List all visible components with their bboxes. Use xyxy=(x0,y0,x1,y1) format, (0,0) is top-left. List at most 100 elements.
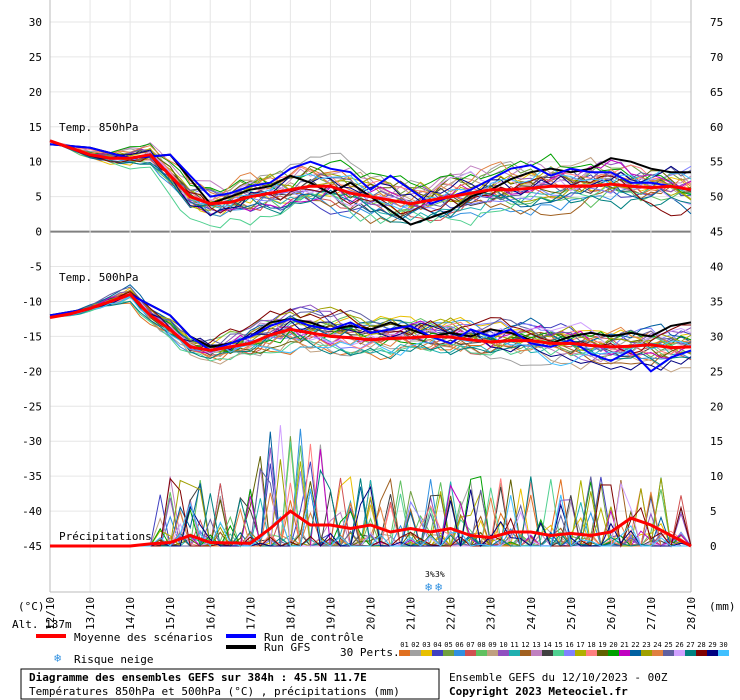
member-27-850-line xyxy=(49,140,692,225)
run-info: Ensemble GEFS du 12/10/2023 - 00Z xyxy=(449,671,668,684)
date-tick-label: 19/10 xyxy=(324,597,337,630)
member-30-precip-line xyxy=(50,488,691,547)
left-tick-label: -40 xyxy=(22,505,42,518)
member-number: 24 xyxy=(653,641,661,649)
date-tick-label: 20/10 xyxy=(365,597,378,630)
left-tick-label: 30 xyxy=(29,16,42,29)
member-number: 03 xyxy=(422,641,430,649)
member-29-500-line xyxy=(49,294,692,371)
left-tick-label: 0 xyxy=(35,226,42,239)
left-tick-label: 20 xyxy=(29,86,42,99)
member-swatch xyxy=(443,650,454,656)
chart-grid xyxy=(49,0,692,593)
member-number: 05 xyxy=(444,641,452,649)
member-color-legend: 01 02 03 04 05 06 07 08 09 10 11 12 13 14 15 16 17 18 19 20… xyxy=(399,641,729,656)
snow-risk-marks: 3% 3% ❄ ❄ xyxy=(425,570,445,594)
chart-subtitle: Températures 850hPa et 500hPa (°C) , pré… xyxy=(29,685,400,698)
date-tick-label: 28/10 xyxy=(685,597,698,630)
date-tick-label: 25/10 xyxy=(565,597,578,630)
right-tick-label: 20 xyxy=(710,400,723,413)
member-swatch xyxy=(707,650,718,656)
member-swatch xyxy=(630,650,641,656)
date-tick-label: 16/10 xyxy=(204,597,217,630)
right-tick-label: 5 xyxy=(710,505,717,518)
right-tick-label: 15 xyxy=(710,435,723,448)
member-swatch xyxy=(696,650,707,656)
left-tick-label: -5 xyxy=(29,261,42,274)
ensemble-member-lines xyxy=(49,140,692,548)
right-tick-label: 55 xyxy=(710,156,723,169)
member-swatch xyxy=(597,650,608,656)
altitude-label: Alt. 137m xyxy=(12,618,72,631)
date-tick-label: 13/10 xyxy=(84,597,97,630)
member-number: 02 xyxy=(411,641,419,649)
member-number: 01 xyxy=(400,641,408,649)
member-swatch xyxy=(718,650,729,656)
member-number: 27 xyxy=(686,641,694,649)
member-swatch xyxy=(531,650,542,656)
member-number: 07 xyxy=(466,641,474,649)
title-box xyxy=(20,668,440,700)
right-tick-label: 75 xyxy=(710,16,723,29)
member-number: 09 xyxy=(488,641,496,649)
member-swatch xyxy=(608,650,619,656)
member-19-850-line xyxy=(49,140,692,204)
label-precipitations: Précipitations xyxy=(59,530,152,543)
member-swatch xyxy=(652,650,663,656)
member-swatch xyxy=(432,650,443,656)
member-number: 25 xyxy=(664,641,672,649)
legend-gfs-label: Run GFS xyxy=(264,641,310,654)
right-tick-label: 60 xyxy=(710,121,723,134)
member-swatch xyxy=(663,650,674,656)
member-number: 14 xyxy=(543,641,551,649)
member-number: 10 xyxy=(499,641,507,649)
member-swatch xyxy=(509,650,520,656)
member-swatch xyxy=(476,650,487,656)
member-swatch xyxy=(575,650,586,656)
member-swatch xyxy=(619,650,630,656)
label-temp-500: Temp. 500hPa xyxy=(59,271,138,284)
snowflake-icon: ❄ xyxy=(54,651,61,665)
member-22-500-line xyxy=(49,284,692,346)
right-tick-label: 65 xyxy=(710,86,723,99)
left-tick-label: 25 xyxy=(29,51,42,64)
member-number: 17 xyxy=(576,641,584,649)
member-swatch xyxy=(586,650,597,656)
member-swatch xyxy=(399,650,410,656)
gfs-500hPa-line xyxy=(49,293,692,348)
date-tick-label: 12/10 xyxy=(44,597,57,630)
member-number: 19 xyxy=(598,641,606,649)
mean-850hPa-line xyxy=(49,139,692,206)
right-tick-label: 30 xyxy=(710,330,723,343)
member-number: 12 xyxy=(521,641,529,649)
left-tick-label: -35 xyxy=(22,470,42,483)
snow-percent-1: 3% xyxy=(425,570,435,579)
date-tick-label: 15/10 xyxy=(164,597,177,630)
left-tick-label: -15 xyxy=(22,330,42,343)
label-temp-850: Temp. 850hPa xyxy=(59,121,138,134)
mean-precip-line xyxy=(50,509,692,548)
member-number: 04 xyxy=(433,641,441,649)
date-tick-label: 14/10 xyxy=(124,597,137,630)
member-swatch xyxy=(454,650,465,656)
date-tick-label: 17/10 xyxy=(244,597,257,630)
left-tick-label: -25 xyxy=(22,400,42,413)
right-tick-label: 70 xyxy=(710,51,723,64)
left-tick-label: -10 xyxy=(22,295,42,308)
member-swatch xyxy=(553,650,564,656)
date-tick-label: 21/10 xyxy=(405,597,418,630)
member-number: 23 xyxy=(642,641,650,649)
left-tick-label: -20 xyxy=(22,365,42,378)
member-number: 06 xyxy=(455,641,463,649)
right-tick-label: 45 xyxy=(710,226,723,239)
gfs-850hPa-line xyxy=(49,143,691,226)
member-number: 28 xyxy=(697,641,705,649)
member-13-850-line xyxy=(49,140,692,196)
member-swatch xyxy=(542,650,553,656)
member-swatch xyxy=(465,650,476,656)
member-number: 26 xyxy=(675,641,683,649)
member-number: 13 xyxy=(532,641,540,649)
copyright: Copyright 2023 Meteociel.fr xyxy=(449,685,628,698)
date-tick-label: 23/10 xyxy=(485,597,498,630)
